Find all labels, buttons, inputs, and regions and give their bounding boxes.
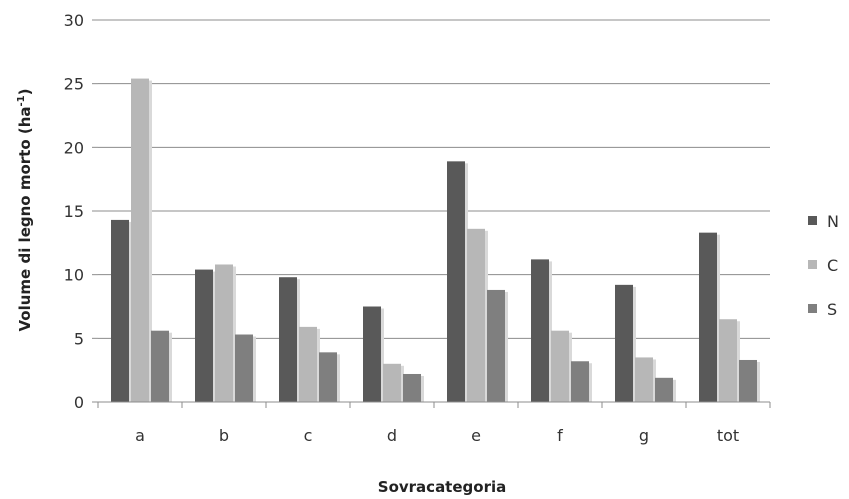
bar-N-tot <box>699 232 717 402</box>
bar-N-f <box>531 259 549 402</box>
y-tick-label: 10 <box>64 266 84 285</box>
x-tick-label: b <box>219 426 229 445</box>
bar-N-e <box>447 161 465 402</box>
y-tick-labels: 0 5 10 15 20 25 30 <box>64 11 84 412</box>
bar-C-tot <box>719 319 737 402</box>
x-tick-label: d <box>387 426 397 445</box>
legend-swatch-S <box>808 304 817 313</box>
x-tick-labels: a b c d e f g tot <box>135 426 739 445</box>
legend-swatch-C <box>808 260 817 269</box>
bar-C-a <box>131 78 149 402</box>
bar-C-e <box>467 228 485 402</box>
y-tick-label: 15 <box>64 202 84 221</box>
bar-S-b <box>235 334 253 402</box>
legend: N C S <box>808 212 839 319</box>
bar-N-d <box>363 306 381 402</box>
x-tick-label: c <box>304 426 313 445</box>
bar-S-a <box>151 330 169 402</box>
bar-S-tot <box>739 359 757 402</box>
x-tick-label: e <box>471 426 481 445</box>
x-tick-label: f <box>557 426 563 445</box>
bar-C-d <box>383 363 401 402</box>
y-tick-label: 30 <box>64 11 84 30</box>
y-axis-title: Volume di legno morto (ha-1) <box>16 89 34 332</box>
bar-C-b <box>215 264 233 402</box>
legend-swatch-N <box>808 216 817 225</box>
y-tick-label: 5 <box>74 329 84 348</box>
legend-label-C: C <box>827 256 838 275</box>
bar-S-g <box>655 377 673 402</box>
x-tick-marks <box>97 402 771 408</box>
x-tick-label: a <box>135 426 145 445</box>
x-axis-title: Sovracategoria <box>378 478 506 496</box>
x-tick-label: tot <box>717 426 739 445</box>
x-tick-label: g <box>639 426 649 445</box>
bar-S-c <box>319 352 337 402</box>
bar-C-g <box>635 357 653 402</box>
bar-C-c <box>299 326 317 402</box>
y-tick-label: 25 <box>64 75 84 94</box>
bar-C-f <box>551 330 569 402</box>
legend-label-N: N <box>827 212 839 231</box>
bar-N-a <box>111 219 129 402</box>
y-tick-label: 0 <box>74 393 84 412</box>
bar-S-d <box>403 373 421 402</box>
bar-S-e <box>487 289 505 402</box>
y-tick-label: 20 <box>64 138 84 157</box>
gridlines <box>92 19 770 403</box>
bar-S-f <box>571 361 589 402</box>
bar-N-c <box>279 277 297 402</box>
legend-label-S: S <box>827 300 837 319</box>
bar-N-g <box>615 284 633 402</box>
bar-N-b <box>195 269 213 402</box>
bars <box>111 78 760 402</box>
